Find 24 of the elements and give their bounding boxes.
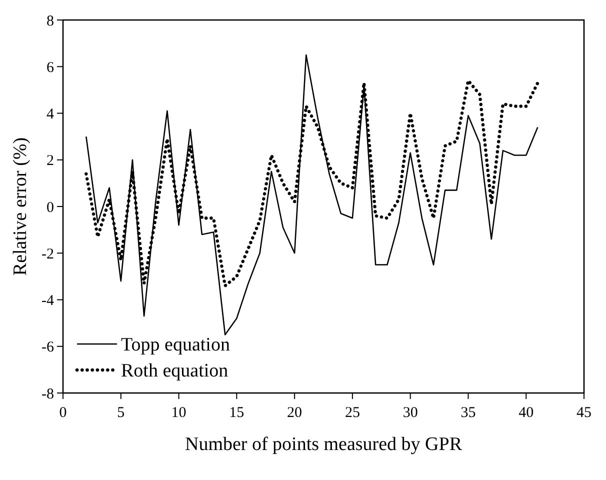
x-tick-label: 35 (460, 405, 476, 421)
line-series (86, 54, 538, 336)
y-tick-label: -8 (42, 386, 54, 402)
y-tick-label: 8 (46, 13, 54, 30)
x-tick-label: 45 (576, 405, 592, 421)
y-tick-label: -6 (42, 340, 54, 356)
y-tick-label: -4 (42, 293, 54, 309)
y-tick-label: 4 (46, 106, 54, 122)
x-tick-label: 20 (287, 405, 302, 421)
x-tick-label: 25 (344, 405, 360, 421)
y-tick-label: -2 (42, 246, 54, 262)
x-tick-label: 30 (402, 405, 418, 421)
y-tick-label: 0 (46, 200, 54, 216)
y-axis-title: Relative error (%) (10, 137, 31, 276)
y-tick-label: 6 (46, 60, 54, 76)
legend-label: Roth equation (121, 360, 229, 382)
y-tick-label: 2 (46, 153, 54, 170)
x-axis-title: Number of points measured by GPR (184, 434, 462, 455)
x-tick-label: 0 (59, 405, 67, 421)
x-tick-label: 40 (518, 405, 534, 421)
legend-label: Topp equation (121, 334, 230, 356)
x-tick-label: 5 (117, 405, 125, 421)
x-tick-label: 10 (171, 405, 186, 421)
x-tick-label: 15 (229, 405, 244, 421)
